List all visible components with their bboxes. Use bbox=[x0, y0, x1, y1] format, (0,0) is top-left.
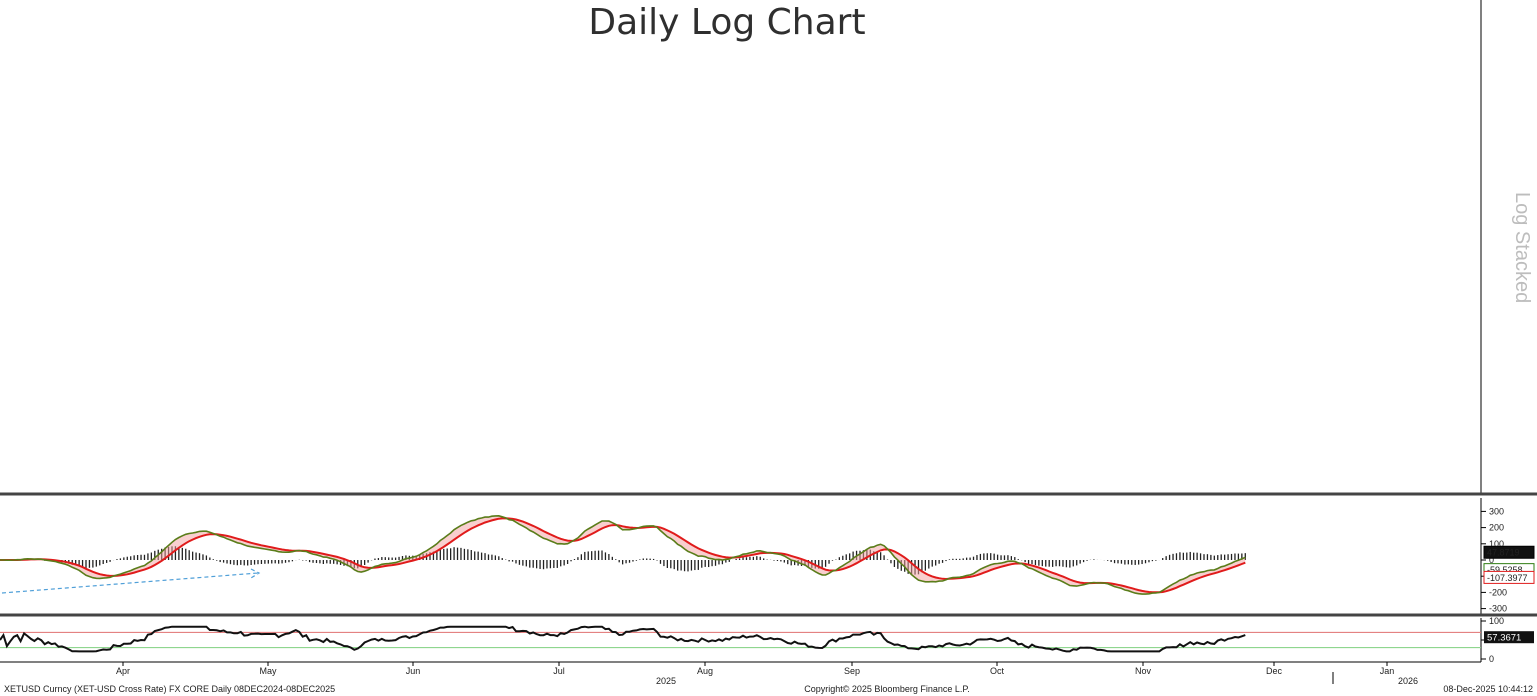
macd-value-badge: -59.5258 bbox=[1487, 565, 1523, 575]
month-label: Aug bbox=[697, 666, 713, 676]
rsi-tick-label: 100 bbox=[1489, 616, 1504, 626]
year-label: 2025 bbox=[656, 676, 676, 686]
macd-fill-area bbox=[0, 515, 1246, 595]
month-label: Oct bbox=[990, 666, 1005, 676]
macd-value-badge: -107.3977 bbox=[1487, 573, 1528, 583]
macd-line bbox=[0, 514, 1246, 595]
month-label: Jun bbox=[406, 666, 421, 676]
rsi-value-badge: 57.3671 bbox=[1487, 633, 1521, 644]
time-axis: Apr May Jun Jul Aug Sep Oct Nov Dec Jan 2025 2026 bbox=[0, 661, 1481, 686]
month-label: Jul bbox=[553, 666, 565, 676]
month-label: May bbox=[259, 666, 277, 676]
month-label: Sep bbox=[844, 666, 860, 676]
chart-title: Daily Log Chart bbox=[588, 2, 865, 43]
macd-value-badge: 47.8719 bbox=[1487, 548, 1520, 558]
macd-tick-label: 200 bbox=[1489, 523, 1504, 533]
macd-tick-label: -200 bbox=[1489, 587, 1507, 597]
scale-side-label: Log Stacked bbox=[1511, 192, 1533, 303]
month-label: Jan bbox=[1380, 666, 1395, 676]
footer-source: XETUSD Curncy (XET-USD Cross Rate) FX CO… bbox=[4, 684, 335, 694]
trend-arrow bbox=[1, 568, 261, 594]
rsi-tick-label: 0 bbox=[1489, 654, 1494, 664]
month-label: Apr bbox=[116, 666, 130, 676]
month-label: Dec bbox=[1266, 666, 1283, 676]
month-label: Nov bbox=[1135, 666, 1152, 676]
macd-tick-label: 0 bbox=[1489, 555, 1494, 565]
footer-copyright: Copyright© 2025 Bloomberg Finance L.P. bbox=[804, 684, 970, 694]
macd-value-badge-bg bbox=[1483, 545, 1535, 559]
rsi-line bbox=[0, 625, 1246, 653]
year-label: 2026 bbox=[1398, 676, 1418, 686]
macd-tick-label: 300 bbox=[1489, 506, 1504, 516]
footer-timestamp: 08-Dec-2025 10:44:12 bbox=[1443, 684, 1533, 694]
macd-signal-line bbox=[0, 517, 1246, 594]
rsi-panel: 100500 57.3671 bbox=[0, 616, 1534, 664]
macd-value-badge-bg bbox=[1483, 570, 1535, 584]
macd-tick-label: -300 bbox=[1489, 604, 1507, 614]
macd-tick-label: 100 bbox=[1489, 539, 1504, 549]
price-panel: Daily Log Chart 70006000500040002000 50.… bbox=[1, 0, 1533, 594]
rsi-value-badge-bg bbox=[1484, 631, 1534, 644]
